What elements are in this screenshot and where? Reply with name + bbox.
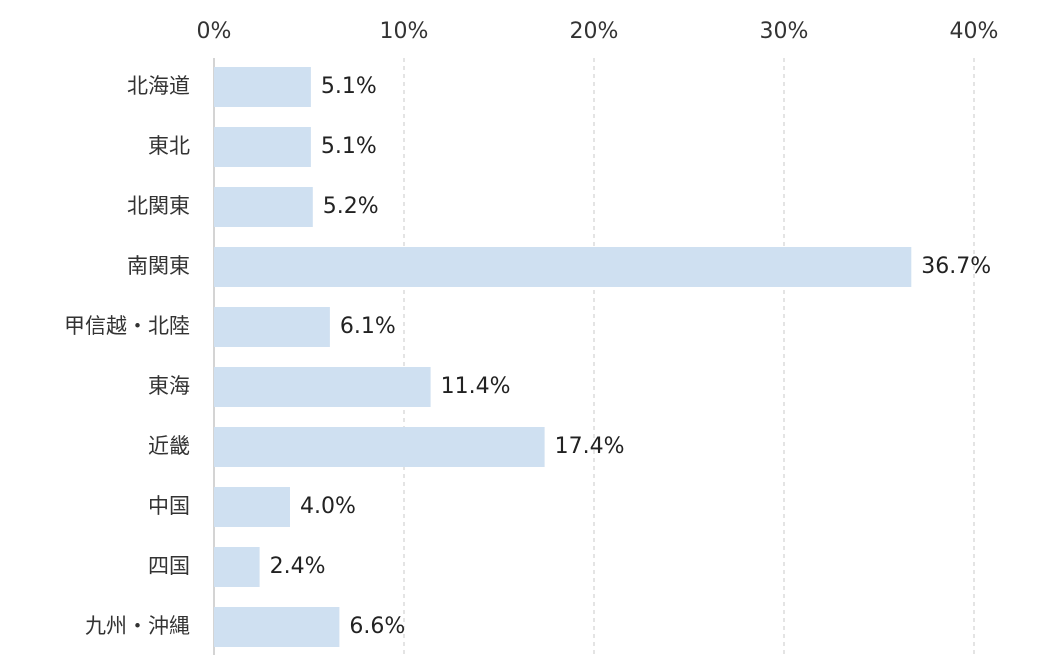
value-label: 17.4% — [555, 434, 625, 459]
category-label: 南関東 — [127, 254, 190, 278]
value-label: 4.0% — [300, 494, 356, 519]
x-tick-label: 0% — [197, 19, 232, 44]
value-label: 5.1% — [321, 74, 377, 99]
category-label: 近畿 — [148, 434, 190, 458]
value-label: 2.4% — [270, 554, 326, 579]
value-label: 6.1% — [340, 314, 396, 339]
x-tick-label: 10% — [380, 19, 429, 44]
category-label: 北関東 — [127, 194, 190, 218]
category-label: 東北 — [148, 134, 190, 158]
bar — [214, 187, 313, 227]
category-label: 北海道 — [127, 74, 190, 98]
category-label: 中国 — [148, 494, 190, 518]
x-axis: 0% 10% 20% 30% 40% — [197, 19, 999, 44]
category-label: 東海 — [148, 374, 190, 398]
bar — [214, 67, 311, 107]
value-label: 5.2% — [323, 194, 379, 219]
bar — [214, 307, 330, 347]
bar — [214, 127, 311, 167]
bar — [214, 487, 290, 527]
category-label: 四国 — [148, 554, 190, 578]
category-label: 甲信越・北陸 — [64, 314, 190, 338]
bar — [214, 247, 912, 287]
label-layer: 北海道 5.1% 東北 5.1% 北関東 5.2% 南関東 36.7% 甲信越・北陸 6.1% 東海… — [64, 74, 991, 639]
bar — [214, 547, 260, 587]
value-label: 36.7% — [921, 254, 991, 279]
x-tick-label: 30% — [760, 19, 809, 44]
x-tick-label: 20% — [570, 19, 619, 44]
bar — [214, 427, 545, 467]
category-label: 九州・沖縄 — [85, 614, 190, 638]
value-label: 5.1% — [321, 134, 377, 159]
bar — [214, 367, 431, 407]
value-label: 6.6% — [349, 614, 405, 639]
x-tick-label: 40% — [950, 19, 999, 44]
value-label: 11.4% — [441, 374, 511, 399]
bar — [214, 607, 340, 647]
bar-layer — [214, 67, 912, 647]
